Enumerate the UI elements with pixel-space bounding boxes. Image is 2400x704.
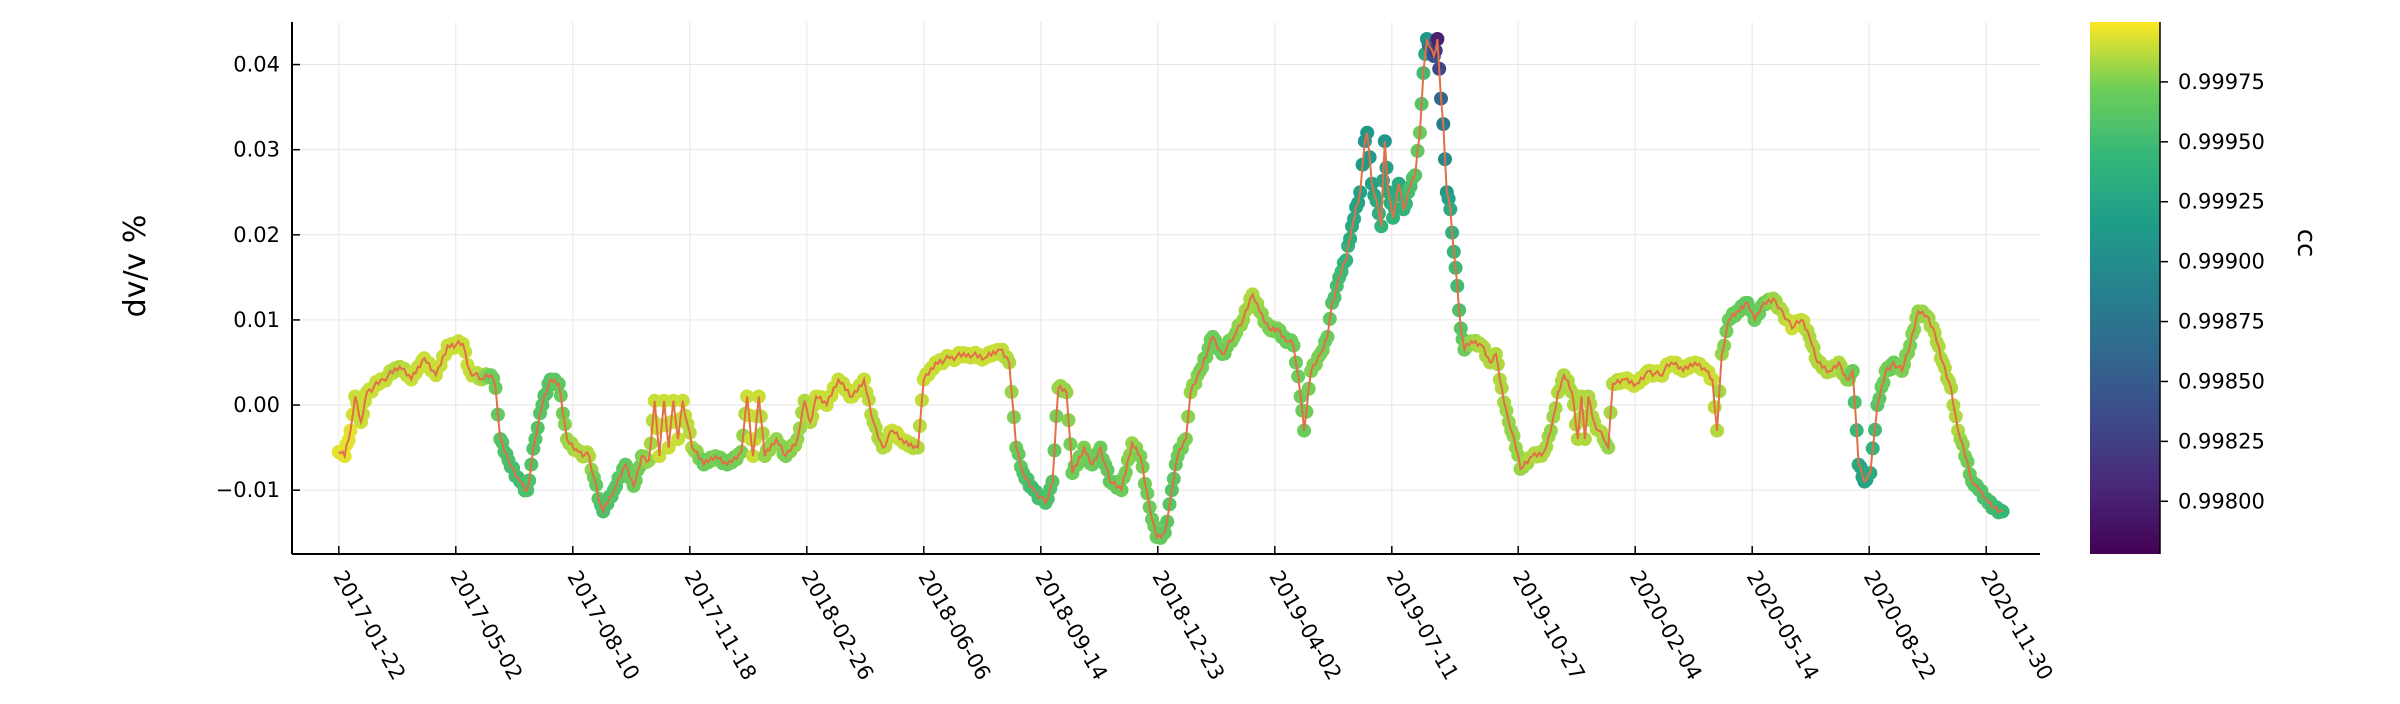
colorbar-tick-label: 0.99875 xyxy=(2178,310,2265,334)
colorbar-tick-label: 0.99825 xyxy=(2178,429,2265,453)
x-tick-label: 2020-05-14 xyxy=(1742,567,1824,685)
x-tick-label: 2017-11-18 xyxy=(679,567,761,685)
colorbar-tick-label: 0.99925 xyxy=(2178,190,2265,214)
y-tick-label: 0.04 xyxy=(233,53,280,77)
x-tick-label: 2020-11-30 xyxy=(1976,567,2058,685)
x-axis-ticks: 2017-01-22 2017-05-02 2017-08-10 2017-11-18… xyxy=(328,546,2058,685)
colorbar-tick-label: 0.99800 xyxy=(2178,489,2265,513)
colorbar-gradient xyxy=(2090,22,2160,554)
x-tick-label: 2018-12-23 xyxy=(1147,567,1229,685)
x-tick-label: 2017-01-22 xyxy=(328,567,410,685)
colorbar-tick-label: 0.99950 xyxy=(2178,130,2265,154)
y-tick-label: −0.01 xyxy=(216,478,280,502)
colorbar-label: cc xyxy=(2291,229,2321,258)
grid-lines xyxy=(292,22,2040,554)
colorbar-tick-label: 0.99900 xyxy=(2178,250,2265,274)
x-tick-label: 2020-08-22 xyxy=(1859,567,1941,685)
axes xyxy=(291,22,2040,555)
y-tick-label: 0.00 xyxy=(233,393,280,417)
y-tick-label: 0.03 xyxy=(233,138,280,162)
series-line xyxy=(338,38,2004,540)
y-axis-label: dv/v % xyxy=(118,215,153,318)
colorbar-tick-label: 0.99850 xyxy=(2178,369,2265,393)
x-tick-label: 2019-10-27 xyxy=(1508,567,1590,685)
y-tick-label: 0.01 xyxy=(233,308,280,332)
x-tick-label: 2017-05-02 xyxy=(445,567,527,685)
x-tick-label: 2017-08-10 xyxy=(562,567,644,685)
x-tick-label: 2019-07-11 xyxy=(1381,567,1463,685)
x-tick-label: 2018-09-14 xyxy=(1030,567,1112,685)
y-axis-ticks: −0.01 0.00 0.01 0.02 0.03 0.04 xyxy=(216,53,300,502)
colorbar-ticks: 0.99800 0.99825 0.99850 0.99875 0.99900 0.999… xyxy=(2159,22,2265,554)
x-tick-label: 2018-06-06 xyxy=(913,567,995,685)
data-point xyxy=(1995,504,2010,519)
colorbar: 0.99800 0.99825 0.99850 0.99875 0.99900 0.999… xyxy=(2090,22,2321,554)
colorbar-tick-label: 0.99975 xyxy=(2178,70,2265,94)
data-points xyxy=(331,32,2010,545)
x-tick-label: 2020-02-04 xyxy=(1625,567,1707,685)
x-tick-label: 2018-02-26 xyxy=(796,567,878,685)
series-path xyxy=(338,38,2004,540)
y-tick-label: 0.02 xyxy=(233,223,280,247)
x-tick-label: 2019-04-02 xyxy=(1264,567,1346,685)
